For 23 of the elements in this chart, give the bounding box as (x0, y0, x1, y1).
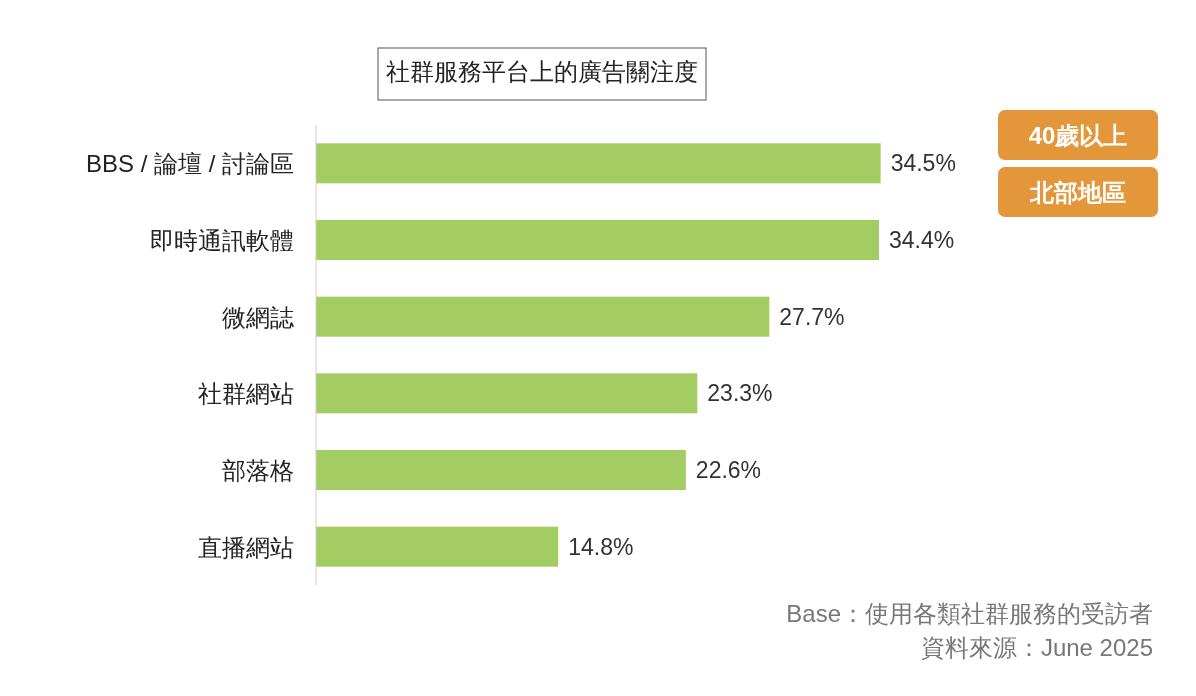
data-label: 34.5% (890, 150, 956, 177)
bar (316, 296, 770, 337)
y-tick-label: BBS / 論壇 / 討論區 (85, 150, 294, 178)
text: 北部地區 (1029, 179, 1126, 206)
bar (316, 526, 559, 567)
y-tick-label: 即時通訊軟體 (150, 227, 294, 254)
data-label: 34.4% (889, 227, 955, 253)
chart-title: 社群服務平台上的廣告關注度 (386, 58, 698, 85)
bar (316, 373, 698, 414)
y-tick-label: 部落格 (222, 457, 294, 484)
bar (316, 220, 879, 260)
y-tick-label: 直播網站 (198, 533, 294, 561)
data-label: 27.7% (779, 303, 845, 330)
data-label: 23.3% (707, 380, 773, 407)
text: 40歲以上 (1028, 122, 1128, 149)
source-note: 資料來源：June 2025 (920, 634, 1153, 661)
text: Base：使用各類社群服務的受訪者 (786, 600, 1153, 627)
bar (316, 143, 881, 184)
data-label: 14.8% (568, 533, 634, 560)
bar (316, 450, 686, 490)
data-label: 22.6% (695, 457, 762, 483)
y-tick-label: 社群網站 (198, 380, 294, 408)
y-tick-label: 微網誌 (222, 303, 294, 331)
